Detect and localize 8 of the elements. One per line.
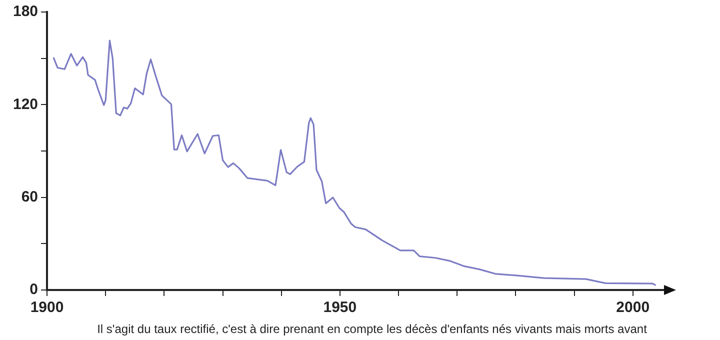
x-tick-label: 1900 xyxy=(30,299,64,316)
y-tick-label: 0 xyxy=(30,281,38,298)
y-tick-label: 180 xyxy=(12,3,38,20)
y-tick-label: 120 xyxy=(12,96,38,113)
x-tick-label: 1950 xyxy=(323,299,357,316)
text: Il s'agit du taux rectifié, c'est à dire prenant en compte les décès d'enfants nés vivants mais morts avant xyxy=(97,322,648,336)
y-tick-label: 60 xyxy=(21,188,38,206)
x-tick-label: 2000 xyxy=(616,299,650,316)
